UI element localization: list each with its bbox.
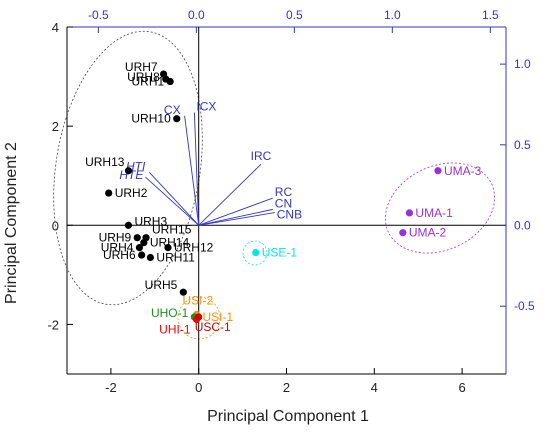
point-label-uhi-1: UHI-1 (159, 322, 191, 336)
top-tick-label: 1.5 (482, 8, 499, 22)
x-tick-label: 2 (283, 380, 290, 395)
point-urh5 (179, 288, 187, 296)
loading-vector-icx (193, 112, 200, 226)
point-urh10 (173, 115, 181, 123)
point-label-urh2: URH2 (115, 186, 148, 200)
loading-label-cnb: CNB (277, 208, 302, 222)
point-urh13 (124, 167, 133, 175)
x-tick-label: -2 (105, 380, 117, 395)
point-urh2 (105, 189, 113, 197)
loading-vector-rc (198, 197, 273, 226)
point-label-uho-1: UHO-1 (151, 306, 189, 320)
point-uma-3 (434, 167, 442, 175)
right-tick-label: 1.0 (514, 57, 531, 71)
point-urh11 (146, 253, 155, 262)
point-urh1 (166, 77, 174, 86)
point-label-urh1: URH1 (131, 75, 164, 89)
y-tick-label: 2 (52, 119, 59, 134)
point-label-use-1: USE-1 (262, 246, 298, 260)
point-urh3 (124, 221, 133, 229)
points-layer: URH7URH8URH1URH10URH13URH2URH3URH9URH15U… (85, 60, 482, 336)
point-label-usi-2: USI-2 (183, 294, 214, 308)
point-label-urh14: URH14 (150, 236, 190, 250)
top-tick-label: -0.5 (88, 8, 109, 22)
point-urh4 (135, 243, 144, 252)
point-label-urh7: URH7 (125, 60, 158, 74)
uma-group-ellipse (384, 162, 496, 254)
loading-label-icx: ICX (196, 100, 216, 114)
y-tick-label: -2 (47, 317, 59, 332)
point-usc-1 (195, 313, 203, 321)
right-tick-label: -0.5 (514, 299, 535, 313)
loading-vector-cnb (198, 212, 275, 226)
point-label-urh12: URH12 (174, 241, 214, 255)
y-axis-label: Principal Component 2 (3, 142, 20, 304)
point-label-urh11: URH11 (156, 251, 195, 265)
top-tick-label: 0.5 (286, 8, 303, 22)
point-uma-1 (405, 209, 414, 217)
top-tick-label: 1.0 (384, 8, 401, 22)
point-urh12 (164, 243, 172, 252)
loading-label-cx: CX (164, 103, 181, 117)
point-label-usc-1: USC-1 (195, 320, 231, 334)
use-group-circle (242, 240, 268, 266)
point-label-usi-1: USI-1 (203, 310, 234, 324)
right-tick-label: 0.0 (514, 219, 531, 233)
loading-label-cn: CN (275, 196, 292, 210)
top-tick-label: 0.0 (188, 8, 205, 22)
loading-label-rc: RC (275, 185, 293, 199)
y-tick-label: 0 (52, 218, 59, 233)
point-use-1 (252, 248, 260, 257)
axes: -2 0 2 4 6 -2 0 2 4 -0.5 0.0 0.5 1.0 1.5 -0.5 0.0 0.5 1.0 (47, 8, 535, 395)
point-urh6 (138, 251, 146, 259)
point-label-urh3: URH3 (134, 214, 167, 228)
point-uma-2 (399, 229, 407, 237)
x-tick-label: 6 (458, 380, 465, 395)
point-label-urh15: URH15 (152, 223, 192, 237)
x-axis-label: Principal Component 1 (207, 408, 369, 425)
point-label-uma-3: UMA-3 (444, 164, 482, 178)
point-urh14 (140, 239, 148, 247)
point-label-uma-1: UMA-1 (415, 206, 453, 220)
point-label-urh4: URH4 (101, 241, 134, 255)
y-tick-label: 4 (52, 20, 59, 35)
loading-vector-irc (198, 163, 262, 226)
loading-vector-cx (184, 115, 200, 226)
loading-vector-hti (148, 171, 200, 226)
point-label-urh6: URH6 (103, 248, 136, 262)
point-label-urh8: URH8 (127, 70, 160, 84)
loading-vector-cn (198, 208, 273, 226)
point-label-urh13: URH13 (85, 155, 125, 169)
point-urh9 (133, 234, 141, 242)
point-label-urh9: URH9 (99, 231, 132, 245)
loading-vector-hte (145, 176, 200, 226)
x-tick-label: 0 (195, 380, 202, 395)
point-label-uma-2: UMA-2 (409, 226, 447, 240)
point-label-urh10: URH10 (131, 112, 171, 126)
right-tick-label: 0.5 (514, 138, 531, 152)
point-label-urh5: URH5 (145, 278, 178, 292)
loading-label-irc: IRC (251, 149, 272, 163)
x-tick-label: 4 (371, 380, 378, 395)
